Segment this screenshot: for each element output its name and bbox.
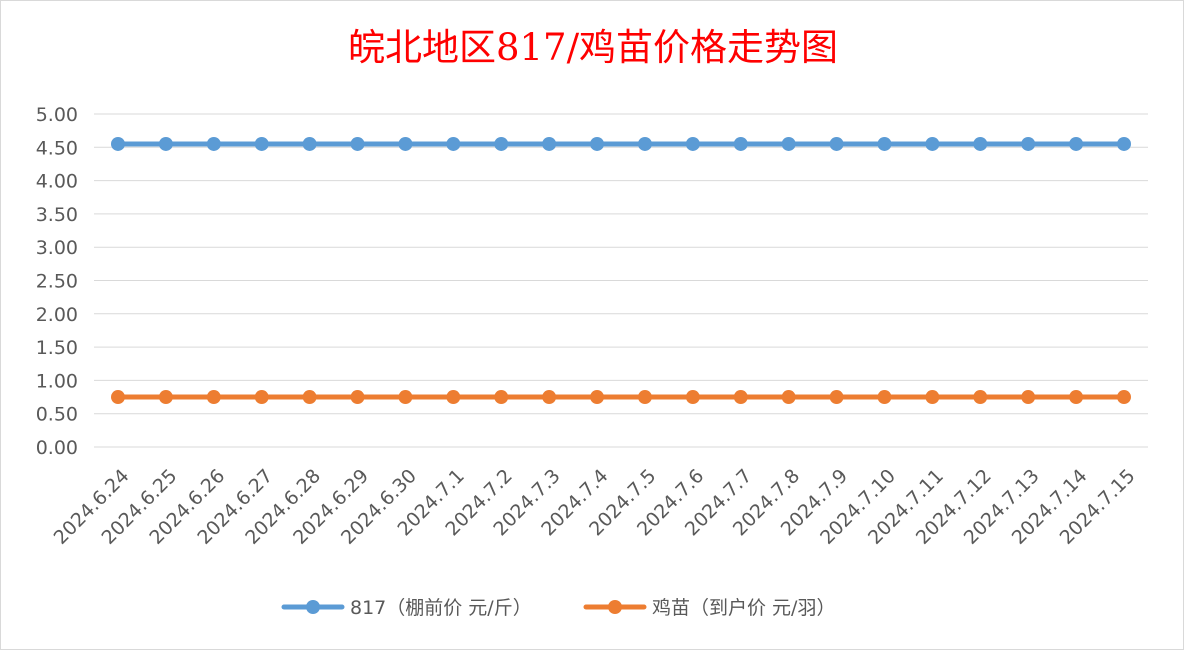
data-point bbox=[1069, 136, 1084, 151]
data-point bbox=[111, 136, 125, 151]
y-tick-label: 0.50 bbox=[36, 404, 78, 426]
y-tick-label: 4.50 bbox=[36, 137, 78, 159]
y-tick-label: 2.50 bbox=[36, 271, 78, 293]
y-tick-label: 5.00 bbox=[36, 104, 78, 126]
data-point bbox=[350, 390, 365, 405]
y-tick-label: 0.00 bbox=[36, 437, 78, 459]
data-point bbox=[398, 390, 413, 405]
data-point bbox=[1021, 136, 1036, 151]
data-point bbox=[733, 136, 748, 151]
series-2 bbox=[111, 390, 1131, 405]
data-point bbox=[446, 390, 461, 405]
series-layer bbox=[111, 136, 1131, 405]
legend: 817（棚前价 元/斤） 鸡苗（到户价 元/羽） bbox=[281, 597, 835, 619]
data-point bbox=[542, 390, 557, 405]
data-point bbox=[781, 390, 796, 405]
data-point bbox=[685, 136, 700, 151]
series-1 bbox=[111, 136, 1131, 151]
data-point bbox=[542, 136, 557, 151]
data-point bbox=[829, 136, 844, 151]
data-point bbox=[590, 390, 605, 405]
data-point bbox=[398, 136, 413, 151]
data-point bbox=[111, 390, 125, 405]
y-tick-label: 3.00 bbox=[36, 237, 78, 259]
data-point bbox=[350, 136, 365, 151]
y-tick-label: 1.50 bbox=[36, 337, 78, 359]
data-point bbox=[254, 136, 269, 151]
legend-marker bbox=[306, 600, 320, 614]
data-point bbox=[1021, 390, 1036, 405]
data-point bbox=[302, 136, 317, 151]
data-point bbox=[158, 390, 173, 405]
legend-label: 鸡苗（到户价 元/羽） bbox=[652, 597, 835, 619]
y-tick-label: 2.00 bbox=[36, 304, 78, 326]
data-point bbox=[494, 136, 509, 151]
y-tick-label: 1.00 bbox=[36, 370, 78, 392]
data-point bbox=[733, 390, 748, 405]
data-point bbox=[494, 390, 509, 405]
data-point bbox=[781, 136, 796, 151]
data-point bbox=[302, 390, 317, 405]
data-point bbox=[206, 390, 221, 405]
data-point bbox=[1117, 136, 1131, 151]
data-point bbox=[925, 136, 940, 151]
data-point bbox=[973, 136, 988, 151]
data-point bbox=[973, 390, 988, 405]
data-point bbox=[925, 390, 940, 405]
data-point bbox=[685, 390, 700, 405]
chart-title: 皖北地区817/鸡苗价格走势图 bbox=[348, 26, 838, 69]
data-point bbox=[254, 390, 269, 405]
y-tick-label: 4.00 bbox=[36, 171, 78, 193]
data-point bbox=[590, 136, 605, 151]
x-axis-tick-labels: 2024.6.242024.6.252024.6.262024.6.272024… bbox=[50, 465, 1140, 549]
y-axis-tick-labels: 0.00 0.50 1.00 1.50 2.00 2.50 3.00 3.50 4.00 4.50… bbox=[36, 104, 78, 459]
data-point bbox=[446, 136, 461, 151]
data-point bbox=[1069, 390, 1084, 405]
legend-item: 817（棚前价 元/斤） bbox=[281, 597, 532, 619]
legend-item: 鸡苗（到户价 元/羽） bbox=[583, 597, 835, 619]
gridlines bbox=[94, 113, 1148, 448]
data-point bbox=[1117, 390, 1131, 405]
data-point bbox=[158, 136, 173, 151]
legend-marker bbox=[608, 600, 622, 614]
data-point bbox=[829, 390, 844, 405]
data-point bbox=[206, 136, 221, 151]
data-point bbox=[637, 390, 652, 405]
data-point bbox=[637, 136, 652, 151]
data-point bbox=[877, 390, 892, 405]
y-tick-label: 3.50 bbox=[36, 204, 78, 226]
legend-label: 817（棚前价 元/斤） bbox=[350, 597, 532, 619]
data-point bbox=[877, 136, 892, 151]
